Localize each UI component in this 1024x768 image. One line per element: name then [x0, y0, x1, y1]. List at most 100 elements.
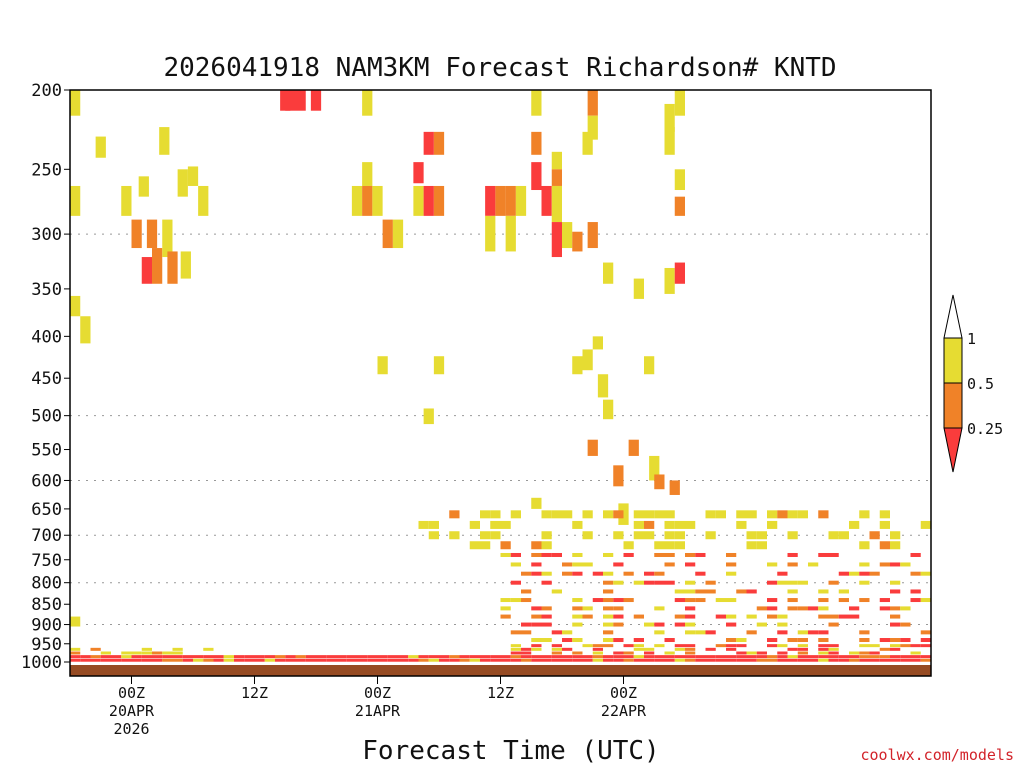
ri-cell-29: [382, 219, 393, 249]
y-tick-label-500: 500: [31, 407, 62, 427]
low-level-cell: [674, 622, 685, 627]
surface-cell: [141, 651, 152, 655]
mid-level-cell: [633, 531, 644, 540]
low-level-cell: [746, 589, 757, 594]
mid-level-cell: [859, 510, 870, 519]
low-level-cell: [910, 598, 921, 603]
ri-cell-7: [131, 219, 142, 249]
surface-cell: [172, 655, 183, 659]
surface-cell: [459, 655, 470, 659]
low-level-cell: [828, 622, 839, 627]
low-level-cell: [726, 638, 737, 643]
low-level-cell: [685, 630, 696, 635]
surface-cell: [767, 655, 778, 659]
surface-cell: [244, 658, 255, 662]
surface-cell: [777, 658, 788, 662]
mid-level-cell: [674, 520, 685, 529]
surface-cell: [705, 647, 716, 651]
low-level-cell: [685, 589, 696, 594]
surface-cell: [654, 655, 665, 659]
low-level-cell: [531, 614, 542, 619]
low-level-cell: [797, 580, 808, 585]
surface-cell: [613, 651, 624, 655]
low-level-cell: [531, 552, 542, 557]
ri-cell-67: [613, 465, 624, 487]
ri-cell-69: [628, 439, 639, 456]
low-level-cell: [623, 571, 634, 576]
low-level-cell: [869, 571, 880, 576]
surface-cell: [623, 655, 634, 659]
low-level-cell: [562, 571, 573, 576]
surface-cell: [890, 647, 901, 651]
y-tick-label-700: 700: [31, 526, 62, 546]
surface-cell: [910, 655, 921, 659]
low-level-cell: [572, 571, 583, 576]
surface-cell: [500, 655, 511, 659]
surface-cell: [685, 647, 696, 651]
surface-cell: [367, 655, 378, 659]
surface-cell: [664, 651, 675, 655]
ri-cell-33: [423, 185, 434, 216]
low-level-cell: [767, 638, 778, 643]
low-level-cell: [818, 630, 829, 635]
surface-cell: [623, 658, 634, 662]
mid-level-cell: [828, 531, 839, 540]
surface-cell: [572, 655, 583, 659]
surface-cell: [377, 658, 388, 662]
surface-cell: [685, 651, 696, 655]
mid-level-cell: [715, 510, 726, 519]
low-level-cell: [613, 598, 624, 603]
mid-level-cell: [480, 510, 491, 519]
ri-cell-38: [433, 356, 445, 375]
ri-cell-35: [423, 131, 434, 155]
ri-cell-27: [372, 185, 383, 216]
low-level-cell: [726, 562, 737, 567]
surface-cell: [336, 655, 347, 659]
low-level-cell: [838, 598, 849, 603]
surface-cell: [449, 658, 460, 662]
mid-level-cell: [869, 531, 880, 540]
mid-level-cell: [541, 510, 552, 519]
low-level-cell: [736, 638, 747, 643]
surface-cell: [890, 658, 901, 662]
mid-level-cell: [797, 510, 808, 519]
surface-cell: [111, 658, 122, 662]
surface-cell: [398, 655, 409, 659]
mid-level-cell: [469, 541, 480, 550]
surface-cell: [664, 658, 675, 662]
surface-cell: [439, 658, 450, 662]
low-level-cell: [572, 562, 583, 567]
mid-level-cell: [551, 510, 562, 519]
credit-link[interactable]: coolwx.com/models: [860, 746, 1014, 764]
low-level-cell: [551, 630, 562, 635]
low-level-cell: [838, 589, 849, 594]
y-tick-label-350: 350: [31, 280, 62, 300]
mid-level-cell: [490, 520, 501, 529]
surface-cell: [531, 647, 542, 651]
low-level-cell: [603, 552, 614, 557]
surface-cell: [121, 658, 132, 662]
surface-cell: [336, 658, 347, 662]
ri-cell-71: [644, 356, 655, 375]
low-level-cell: [654, 571, 665, 576]
low-level-cell: [531, 571, 542, 576]
mid-level-cell: [849, 520, 860, 529]
legend-label-1: 1: [967, 330, 976, 348]
low-level-cell: [510, 598, 521, 603]
surface-cell: [70, 658, 81, 662]
surface-cell: [859, 655, 870, 659]
legend-label-0.25: 0.25: [967, 420, 1003, 438]
surface-cell: [664, 655, 675, 659]
ri-cell-1: [70, 185, 81, 216]
surface-cell: [100, 658, 111, 662]
low-level-cell: [777, 630, 788, 635]
surface-cell: [715, 655, 726, 659]
ri-cell-64: [597, 374, 609, 398]
surface-cell: [357, 655, 368, 659]
surface-cell: [131, 658, 142, 662]
low-level-cell: [736, 589, 747, 594]
mid-level-cell: [756, 541, 767, 550]
low-level-cell: [685, 614, 696, 619]
